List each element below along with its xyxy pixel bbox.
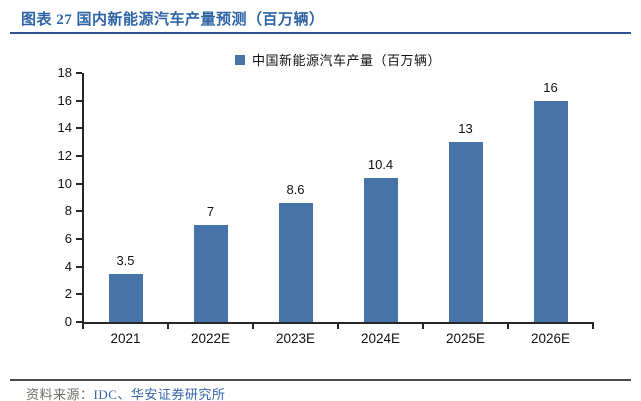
y-tick-label: 18 [57, 65, 72, 80]
y-tick [76, 155, 82, 157]
y-tick [76, 210, 82, 213]
chart-legend: 中国新能源汽车产量（百万辆） [234, 50, 442, 69]
y-axis-line [82, 73, 84, 324]
y-tick-label: 2 [64, 286, 72, 302]
x-tick [507, 324, 509, 329]
figure-title: 图表 27 国内新能源汽车产量预测（百万辆） [21, 12, 325, 28]
bar-value-label: 8.6 [286, 182, 305, 198]
bar-value-label: 7 [206, 204, 215, 220]
x-category-label: 2021 [110, 331, 141, 346]
x-category-label: 2024E [360, 331, 401, 346]
x-tick [337, 324, 339, 329]
y-tick-label: 12 [57, 148, 72, 163]
bar [193, 225, 228, 322]
bar-value-label: 10.4 [367, 157, 394, 173]
x-category-label: 2022E [190, 331, 231, 346]
y-tick [76, 72, 82, 74]
y-tick-label: 4 [64, 258, 72, 274]
bar-value-label: 3.5 [116, 252, 135, 268]
y-tick [76, 293, 82, 296]
x-category-label: 2026E [530, 331, 571, 346]
y-tick [76, 265, 82, 268]
bar-value-label: 16 [543, 79, 558, 95]
bar [533, 100, 568, 322]
y-tick-label: 10 [57, 175, 72, 191]
y-tick [76, 127, 82, 130]
x-axis-line [82, 322, 594, 324]
bar [363, 178, 398, 322]
x-category-label: 2025E [445, 331, 486, 346]
y-tick [76, 182, 82, 185]
bar [448, 142, 483, 322]
y-tick [76, 321, 82, 323]
bar-value-label: 13 [458, 121, 473, 137]
title-divider [10, 32, 631, 34]
bar [108, 273, 143, 322]
x-tick [592, 324, 594, 329]
source-value: IDC、华安证券研究所 [93, 387, 226, 401]
footer-divider [10, 379, 631, 381]
y-tick [76, 238, 82, 240]
y-tick-label: 8 [64, 203, 72, 219]
source-label: 资料来源： [26, 387, 94, 401]
bar [278, 203, 313, 322]
legend-label: 中国新能源汽车产量（百万辆） [251, 53, 442, 68]
x-tick [82, 324, 84, 329]
y-tick-label: 6 [64, 231, 72, 246]
y-tick-label: 0 [64, 314, 72, 329]
x-tick [422, 324, 424, 329]
x-category-label: 2023E [275, 331, 316, 346]
y-tick-label: 16 [57, 92, 72, 108]
x-tick [167, 324, 169, 329]
y-tick [76, 99, 82, 102]
y-tick-label: 14 [57, 120, 72, 136]
source-note: 资料来源：IDC、华安证券研究所 [26, 384, 225, 401]
x-tick [252, 324, 254, 329]
legend-swatch-icon [234, 54, 245, 65]
